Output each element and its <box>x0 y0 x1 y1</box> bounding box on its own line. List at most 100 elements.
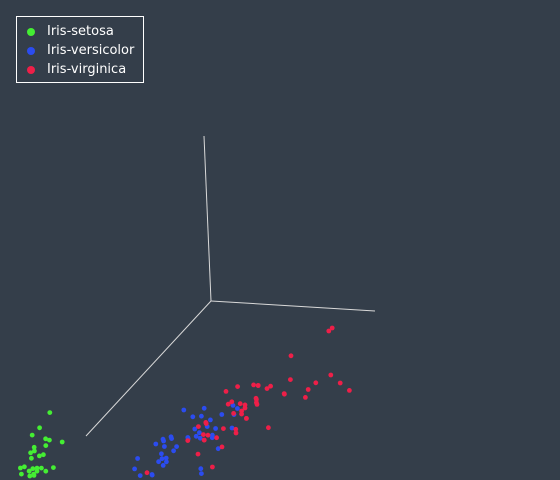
point-iris-setosa-21[interactable] <box>29 455 34 461</box>
point-iris-virginica-19[interactable] <box>210 464 215 470</box>
point-iris-virginica-23[interactable] <box>214 435 220 441</box>
point-iris-versicolor-0[interactable] <box>230 403 236 408</box>
point-iris-virginica-45[interactable] <box>239 408 245 414</box>
point-iris-versicolor-29[interactable] <box>137 473 143 478</box>
point-iris-versicolor-49[interactable] <box>159 451 164 457</box>
point-iris-setosa-19[interactable] <box>28 450 33 456</box>
point-iris-virginica-31[interactable] <box>326 328 332 334</box>
point-iris-virginica-12[interactable] <box>254 402 260 407</box>
point-iris-virginica-38[interactable] <box>196 424 201 429</box>
point-iris-virginica-37[interactable] <box>237 401 243 407</box>
point-iris-virginica-34[interactable] <box>233 430 239 436</box>
point-iris-versicolor-5[interactable] <box>174 444 180 449</box>
point-iris-versicolor-8[interactable] <box>213 426 219 431</box>
point-iris-setosa-20[interactable] <box>51 465 56 470</box>
point-iris-virginica-36[interactable] <box>235 384 241 389</box>
point-iris-versicolor-6[interactable] <box>201 405 207 411</box>
point-iris-versicolor-37[interactable] <box>198 466 204 472</box>
point-iris-virginica-15[interactable] <box>229 399 235 405</box>
point-iris-setosa-17[interactable] <box>26 468 32 474</box>
point-iris-setosa-27[interactable] <box>34 465 40 471</box>
point-iris-virginica-29[interactable] <box>282 391 287 397</box>
point-iris-setosa-32[interactable] <box>29 432 35 438</box>
point-iris-versicolor-32[interactable] <box>156 459 162 465</box>
point-iris-setosa-18[interactable] <box>59 439 65 445</box>
point-iris-versicolor-18[interactable] <box>199 471 204 476</box>
point-iris-virginica-7[interactable] <box>305 387 311 392</box>
point-iris-virginica-35[interactable] <box>313 380 319 386</box>
legend-item-versicolor[interactable]: Iris-versicolor <box>27 41 143 60</box>
point-iris-virginica-8[interactable] <box>266 425 271 431</box>
point-iris-virginica-46[interactable] <box>219 444 225 450</box>
point-iris-setosa-14[interactable] <box>43 436 48 442</box>
point-iris-setosa-16[interactable] <box>31 444 37 450</box>
point-iris-virginica-32[interactable] <box>244 416 249 421</box>
point-iris-versicolor-22[interactable] <box>215 446 221 452</box>
point-iris-virginica-21[interactable] <box>185 438 191 443</box>
point-iris-virginica-42[interactable] <box>201 437 207 443</box>
point-iris-virginica-41[interactable] <box>242 402 248 408</box>
point-iris-versicolor-20[interactable] <box>190 414 196 420</box>
point-iris-virginica-18[interactable] <box>347 388 352 393</box>
point-iris-setosa-43[interactable] <box>30 466 36 472</box>
point-iris-versicolor-46[interactable] <box>162 444 167 449</box>
point-iris-setosa-46[interactable] <box>32 448 37 454</box>
point-iris-setosa-40[interactable] <box>19 471 24 477</box>
legend-item-setosa[interactable]: Iris-setosa <box>27 22 143 41</box>
point-iris-virginica-0[interactable] <box>251 382 256 388</box>
point-iris-virginica-6[interactable] <box>144 470 150 476</box>
point-iris-versicolor-39[interactable] <box>149 472 155 477</box>
point-iris-setosa-36[interactable] <box>39 465 44 471</box>
point-iris-virginica-20[interactable] <box>264 386 270 391</box>
point-iris-virginica-14[interactable] <box>201 432 206 437</box>
point-iris-virginica-5[interactable] <box>328 372 334 378</box>
point-iris-versicolor-21[interactable] <box>171 448 177 454</box>
point-iris-virginica-44[interactable] <box>255 383 261 388</box>
point-iris-versicolor-9[interactable] <box>132 466 138 472</box>
point-iris-versicolor-16[interactable] <box>168 434 174 440</box>
point-iris-versicolor-45[interactable] <box>161 438 167 444</box>
point-iris-virginica-22[interactable] <box>337 380 343 386</box>
point-iris-virginica-25[interactable] <box>288 377 293 382</box>
point-iris-versicolor-2[interactable] <box>235 406 240 411</box>
point-iris-setosa-7[interactable] <box>27 473 33 479</box>
point-iris-setosa-4[interactable] <box>22 464 27 470</box>
point-iris-virginica-26[interactable] <box>205 432 211 438</box>
point-iris-virginica-49[interactable] <box>203 420 209 425</box>
point-iris-versicolor-13[interactable] <box>197 430 202 436</box>
point-iris-setosa-37[interactable] <box>18 465 23 471</box>
point-iris-setosa-44[interactable] <box>43 443 49 448</box>
point-iris-virginica-17[interactable] <box>329 325 335 331</box>
point-iris-versicolor-41[interactable] <box>192 426 198 432</box>
point-iris-versicolor-33[interactable] <box>209 435 215 441</box>
point-iris-virginica-43[interactable] <box>268 383 273 389</box>
point-iris-setosa-5[interactable] <box>47 437 52 443</box>
point-iris-versicolor-35[interactable] <box>181 407 187 413</box>
point-iris-versicolor-36[interactable] <box>219 412 225 417</box>
point-iris-virginica-47[interactable] <box>231 411 237 416</box>
point-iris-setosa-15[interactable] <box>47 410 53 415</box>
legend-item-virginica[interactable]: Iris-virginica <box>27 60 143 79</box>
point-iris-virginica-48[interactable] <box>223 389 229 394</box>
point-iris-versicolor-38[interactable] <box>153 441 159 447</box>
point-iris-versicolor-14[interactable] <box>135 456 141 461</box>
point-iris-virginica-33[interactable] <box>221 426 226 431</box>
point-iris-versicolor-17[interactable] <box>163 455 169 461</box>
point-iris-versicolor-40[interactable] <box>164 459 169 465</box>
point-iris-versicolor-24[interactable] <box>193 433 199 439</box>
point-iris-setosa-48[interactable] <box>37 453 42 459</box>
point-iris-versicolor-44[interactable] <box>159 456 165 462</box>
point-iris-virginica-30[interactable] <box>303 395 308 400</box>
point-iris-versicolor-42[interactable] <box>160 463 166 468</box>
point-iris-virginica-9[interactable] <box>288 353 294 359</box>
point-iris-versicolor-26[interactable] <box>229 425 235 431</box>
point-iris-virginica-11[interactable] <box>233 426 239 432</box>
point-iris-virginica-40[interactable] <box>253 395 259 401</box>
point-iris-versicolor-15[interactable] <box>208 417 213 423</box>
point-iris-versicolor-1[interactable] <box>199 413 204 419</box>
point-iris-virginica-13[interactable] <box>195 451 201 457</box>
point-iris-setosa-10[interactable] <box>41 452 46 458</box>
point-iris-setosa-33[interactable] <box>37 425 42 431</box>
point-iris-virginica-10[interactable] <box>225 401 231 407</box>
